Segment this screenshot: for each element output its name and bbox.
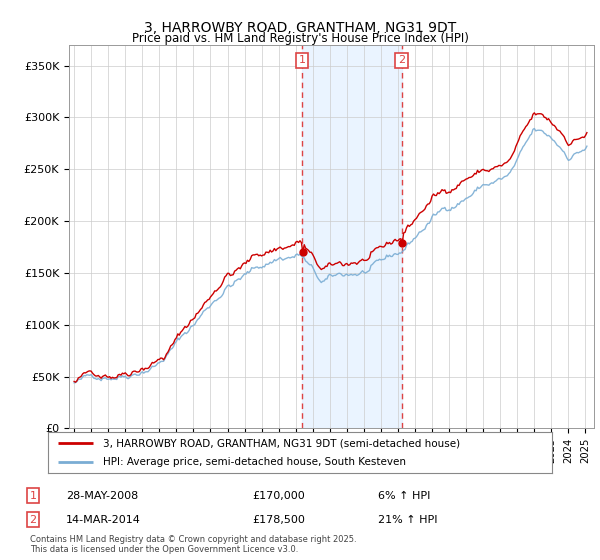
Text: £178,500: £178,500 (252, 515, 305, 525)
Bar (302, 45, 401, 428)
Text: 6% ↑ HPI: 6% ↑ HPI (378, 491, 430, 501)
Text: Price paid vs. HM Land Registry's House Price Index (HPI): Price paid vs. HM Land Registry's House … (131, 32, 469, 45)
Text: 28-MAY-2008: 28-MAY-2008 (66, 491, 138, 501)
Text: 2: 2 (29, 515, 37, 525)
Text: 3, HARROWBY ROAD, GRANTHAM, NG31 9DT (semi-detached house): 3, HARROWBY ROAD, GRANTHAM, NG31 9DT (se… (103, 438, 461, 449)
Text: 1: 1 (299, 55, 305, 66)
Text: HPI: Average price, semi-detached house, South Kesteven: HPI: Average price, semi-detached house,… (103, 457, 406, 467)
Text: 1: 1 (29, 491, 37, 501)
Text: 21% ↑ HPI: 21% ↑ HPI (378, 515, 437, 525)
Text: 14-MAR-2014: 14-MAR-2014 (66, 515, 141, 525)
Text: 3, HARROWBY ROAD, GRANTHAM, NG31 9DT: 3, HARROWBY ROAD, GRANTHAM, NG31 9DT (144, 21, 456, 35)
Text: Contains HM Land Registry data © Crown copyright and database right 2025.
This d: Contains HM Land Registry data © Crown c… (30, 535, 356, 554)
Text: £170,000: £170,000 (252, 491, 305, 501)
Text: 2: 2 (398, 55, 405, 66)
